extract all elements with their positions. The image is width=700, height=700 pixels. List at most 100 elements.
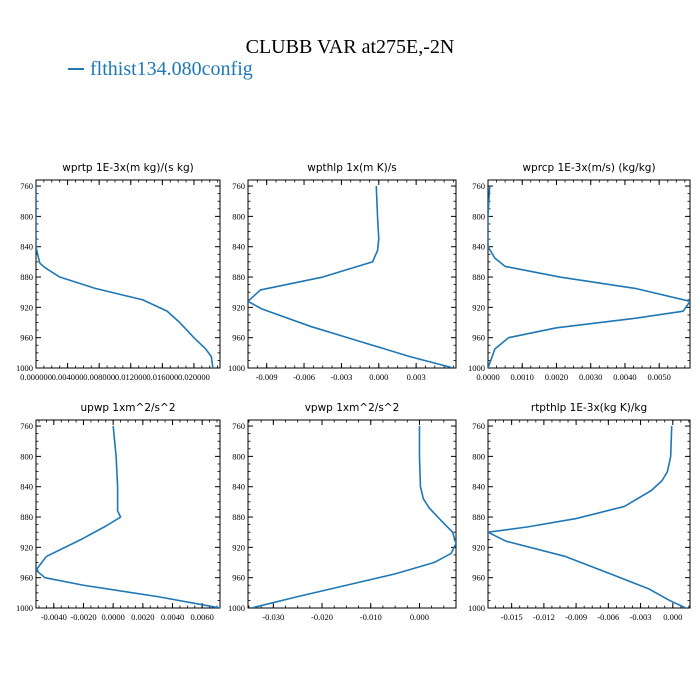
y-tick-label: 1000 — [468, 603, 485, 613]
x-tick-label: -0.006 — [597, 612, 619, 622]
subplot-1: wprtp 1E-3x(m kg)/(s kg) 760 800 840 880 920 9… — [16, 162, 221, 382]
x-tick-label: 0.000 — [663, 612, 682, 622]
y-tick-label: 760 — [232, 421, 245, 431]
y-tick-label: 1000 — [468, 363, 485, 373]
x-tick-label: -0.0020 — [70, 612, 96, 622]
y-tick-label: 760 — [20, 181, 33, 191]
y-tick-label: 840 — [232, 482, 245, 492]
x-tick-label: 0.0040 — [161, 612, 184, 622]
y-tick-label: 760 — [232, 181, 245, 191]
x-tick-label: 0.0020 — [131, 612, 154, 622]
x-tick-label: 0.008000 — [83, 372, 115, 382]
x-tick-label: 0.0030 — [579, 372, 602, 382]
x-tick-label: -0.020 — [311, 612, 333, 622]
legend-label: flthist134.080config — [90, 58, 253, 80]
y-tick-label: 920 — [232, 542, 245, 552]
y-tick-label: 920 — [20, 542, 33, 552]
y-tick-label: 840 — [20, 242, 33, 252]
x-tick-label: 0.0060 — [191, 612, 214, 622]
y-tick-label: 840 — [472, 242, 485, 252]
y-tick-label: 880 — [472, 272, 485, 282]
x-tick-label: -0.009 — [256, 372, 278, 382]
y-tick-label: 960 — [20, 573, 33, 583]
x-tick-label: 0.0050 — [647, 372, 670, 382]
figure-title: CLUBB VAR at275E,-2N — [245, 36, 455, 58]
subplot-2: wpthlp 1x(m K)/s 760 800 840 880 920 960 1000 -0… — [228, 162, 457, 382]
subplot-title: wpthlp 1x(m K)/s — [307, 162, 397, 174]
series-line — [36, 425, 220, 608]
y-tick-label: 840 — [232, 242, 245, 252]
y-tick-label: 1000 — [16, 603, 33, 613]
x-tick-label: 0.0040 — [613, 372, 636, 382]
y-tick-label: 880 — [20, 272, 33, 282]
subplot-title: upwp 1xm^2/s^2 — [81, 402, 176, 414]
x-tick-label: -0.003 — [630, 612, 652, 622]
y-tick-label: 880 — [20, 512, 33, 522]
y-tick-label: 1000 — [228, 363, 245, 373]
plot-frame — [35, 179, 221, 369]
subplot-5: vpwp 1xm^2/s^2 760 800 840 880 920 960 1000 -0.0… — [228, 402, 457, 622]
y-tick-label: 1000 — [228, 603, 245, 613]
plot-frame — [487, 179, 691, 369]
x-tick-label: -0.010 — [360, 612, 382, 622]
y-tick-label: 880 — [472, 512, 485, 522]
series-line — [248, 186, 454, 368]
x-tick-label: 0.000000 — [20, 372, 52, 382]
y-tick-label: 800 — [472, 211, 485, 221]
series-line — [488, 186, 690, 368]
y-tick-label: 800 — [232, 211, 245, 221]
y-tick-label: 760 — [20, 421, 33, 431]
legend: flthist134.080config — [68, 58, 253, 81]
x-tick-label: -0.009 — [565, 612, 587, 622]
y-tick-label: 960 — [232, 333, 245, 343]
y-tick-label: 840 — [20, 482, 33, 492]
legend-line-swatch — [68, 68, 84, 71]
x-tick-label: -0.006 — [293, 372, 315, 382]
plot-frame — [247, 419, 457, 609]
x-tick-label: 0.004000 — [52, 372, 84, 382]
series-line — [488, 426, 687, 608]
y-tick-label: 760 — [472, 181, 485, 191]
y-tick-label: 960 — [20, 333, 33, 343]
x-tick-label: 0.0000 — [101, 612, 124, 622]
plot-frame — [487, 419, 691, 609]
x-tick-label: -0.030 — [262, 612, 284, 622]
y-tick-label: 800 — [20, 211, 33, 221]
subplot-3: wprcp 1E-3x(m/s) (kg/kg) 760 800 840 880 920 9… — [468, 162, 691, 382]
x-tick-label: 0.003 — [407, 372, 426, 382]
y-tick-label: 760 — [472, 421, 485, 431]
series-line — [36, 186, 214, 368]
y-tick-label: 800 — [232, 451, 245, 461]
y-tick-label: 840 — [472, 482, 485, 492]
y-tick-label: 920 — [232, 302, 245, 312]
y-tick-label: 800 — [20, 451, 33, 461]
x-tick-label: 0.000 — [410, 612, 429, 622]
x-tick-label: 0.0000 — [476, 372, 499, 382]
y-tick-label: 920 — [472, 302, 485, 312]
subplot-title: wprtp 1E-3x(m kg)/(s kg) — [62, 162, 193, 174]
subplot-4: upwp 1xm^2/s^2 760 800 840 880 920 960 1000 -0.0… — [16, 402, 221, 622]
y-tick-label: 960 — [472, 573, 485, 583]
plot-frame — [247, 179, 457, 369]
y-tick-label: 960 — [232, 573, 245, 583]
x-tick-label: 0.0010 — [511, 372, 534, 382]
x-tick-label: 0.016000 — [146, 372, 178, 382]
x-tick-label: -0.012 — [533, 612, 555, 622]
subplot-title: rtpthlp 1E-3x(kg K)/kg — [531, 402, 647, 414]
y-tick-label: 960 — [472, 333, 485, 343]
y-tick-label: 920 — [20, 302, 33, 312]
subplot-title: vpwp 1xm^2/s^2 — [305, 402, 400, 414]
subplot-title: wprcp 1E-3x(m/s) (kg/kg) — [522, 162, 655, 174]
y-tick-label: 800 — [472, 451, 485, 461]
subplot-6: rtpthlp 1E-3x(kg K)/kg 760 800 840 880 920 960… — [468, 402, 691, 622]
x-tick-label: 0.000 — [369, 372, 388, 382]
x-tick-label: -0.003 — [330, 372, 352, 382]
y-tick-label: 880 — [232, 272, 245, 282]
series-line — [251, 426, 456, 608]
y-tick-label: 920 — [472, 542, 485, 552]
x-tick-label: -0.015 — [501, 612, 523, 622]
x-tick-label: 0.012000 — [115, 372, 147, 382]
x-tick-label: 0.0020 — [545, 372, 568, 382]
x-tick-label: -0.0040 — [41, 612, 67, 622]
